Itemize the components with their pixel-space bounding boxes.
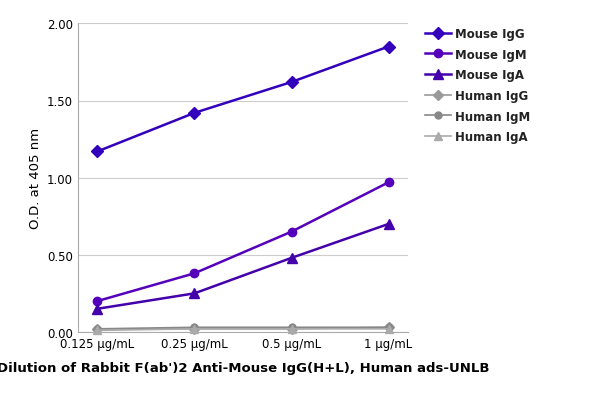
Human IgM (191, 325, 198, 330)
Mouse IgM (191, 271, 198, 276)
Mouse IgA (288, 256, 295, 261)
Human IgA (385, 326, 392, 331)
Human IgG (288, 326, 295, 331)
Line: Mouse IgA: Mouse IgA (92, 220, 394, 314)
Mouse IgG (385, 45, 392, 50)
Line: Human IgG: Human IgG (94, 324, 392, 333)
Line: Human IgM: Human IgM (94, 324, 392, 333)
X-axis label: Dilution of Rabbit F(ab')2 Anti-Mouse IgG(H+L), Human ads-UNLB: Dilution of Rabbit F(ab')2 Anti-Mouse Ig… (0, 361, 489, 374)
Mouse IgA (191, 291, 198, 296)
Mouse IgA (94, 307, 101, 311)
Human IgA (288, 326, 295, 331)
Human IgG (94, 326, 101, 331)
Line: Human IgA: Human IgA (93, 325, 393, 335)
Human IgA (191, 326, 198, 331)
Mouse IgG (191, 111, 198, 116)
Human IgG (385, 325, 392, 330)
Mouse IgG (288, 80, 295, 85)
Mouse IgG (94, 149, 101, 154)
Y-axis label: O.D. at 405 nm: O.D. at 405 nm (29, 128, 41, 229)
Mouse IgM (288, 230, 295, 234)
Human IgM (94, 326, 101, 331)
Line: Mouse IgG: Mouse IgG (93, 43, 393, 156)
Mouse IgM (94, 299, 101, 304)
Mouse IgM (385, 180, 392, 185)
Mouse IgA (385, 222, 392, 227)
Human IgA (94, 328, 101, 333)
Human IgG (191, 326, 198, 331)
Legend: Mouse IgG, Mouse IgM, Mouse IgA, Human IgG, Human IgM, Human IgA: Mouse IgG, Mouse IgM, Mouse IgA, Human I… (421, 24, 534, 147)
Line: Mouse IgM: Mouse IgM (93, 179, 393, 305)
Human IgM (288, 325, 295, 330)
Human IgM (385, 325, 392, 330)
